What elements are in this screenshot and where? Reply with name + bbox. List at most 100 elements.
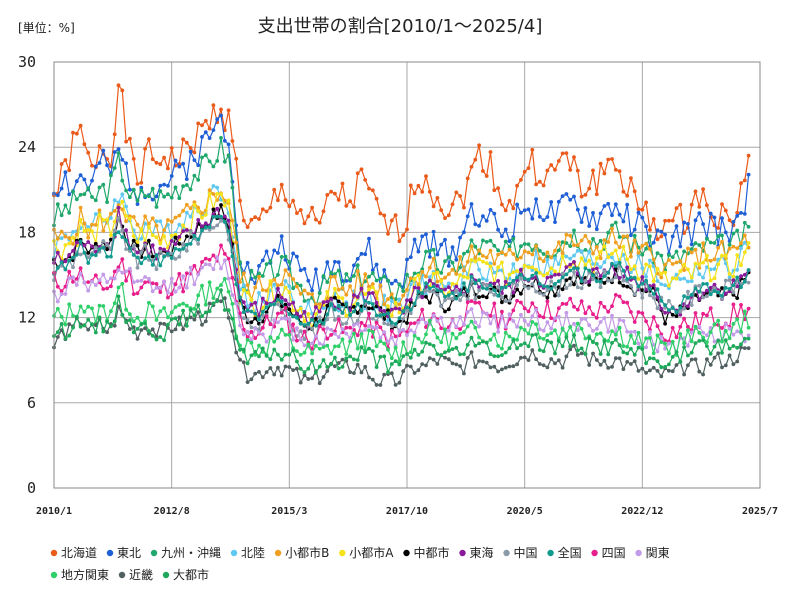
series-point (196, 178, 201, 182)
series-point (105, 217, 109, 222)
series-point (537, 248, 542, 253)
series-point (389, 362, 394, 366)
series-point (112, 228, 117, 233)
series-point (629, 330, 633, 335)
series-point (537, 327, 542, 332)
series-point (644, 224, 648, 229)
series-point (526, 207, 531, 212)
series-point (526, 309, 531, 314)
series-point (336, 361, 341, 365)
series-point (173, 158, 178, 163)
series-point (507, 364, 512, 369)
series-point (321, 321, 326, 326)
series-point (583, 317, 588, 321)
series-point (234, 156, 239, 161)
series-point (659, 271, 664, 276)
series-point (545, 320, 550, 325)
series-point (723, 253, 728, 258)
series-point (667, 308, 671, 312)
series-point (640, 281, 645, 286)
series-point (720, 326, 724, 330)
series-point (481, 254, 485, 258)
series-point (746, 153, 751, 158)
series-point (86, 225, 91, 230)
series-point (359, 370, 364, 375)
series-point (359, 345, 364, 350)
series-point (606, 309, 611, 314)
series-point (481, 339, 485, 344)
series-point (283, 279, 288, 283)
series-point (420, 362, 425, 366)
series-point (105, 247, 109, 252)
series-point (663, 303, 667, 307)
series-point (644, 278, 648, 283)
series-point (613, 167, 618, 172)
series-point (355, 257, 360, 261)
legend-label: 関東 (646, 546, 670, 560)
series-point (154, 267, 159, 272)
series-point (708, 240, 713, 245)
series-point (93, 212, 98, 216)
series-point (116, 265, 121, 270)
series-point (484, 283, 489, 288)
series-point (655, 333, 660, 338)
series-point (135, 291, 140, 296)
series-point (553, 351, 557, 356)
series-point (454, 257, 459, 262)
series-point (374, 313, 379, 318)
series-point (162, 228, 167, 233)
series-point (496, 186, 500, 191)
series-point (63, 322, 68, 327)
series-point (340, 327, 345, 331)
series-point (219, 203, 223, 207)
series-point (617, 343, 622, 348)
series-point (120, 235, 125, 240)
series-point (560, 301, 565, 306)
series-point (503, 350, 508, 355)
series-北海道 (52, 83, 751, 244)
series-point (655, 251, 660, 256)
series-point (116, 294, 121, 299)
series-point (530, 333, 535, 337)
series-point (196, 163, 201, 168)
series-point (241, 271, 246, 276)
series-point (147, 194, 151, 199)
series-point (450, 267, 455, 272)
series-point (484, 360, 489, 365)
series-point (306, 366, 311, 371)
series-point (617, 235, 622, 239)
series-point (465, 249, 470, 254)
series-point (181, 184, 186, 189)
series-point (143, 280, 148, 285)
series-point (177, 222, 182, 227)
series-point (257, 327, 261, 331)
series-point (298, 208, 303, 212)
series-point (663, 346, 667, 351)
series-point (450, 291, 455, 295)
series-point (500, 295, 504, 300)
series-point (264, 314, 269, 319)
series-point (116, 200, 121, 205)
series-point (606, 352, 611, 357)
x-tick-label: 2012/8 (154, 506, 190, 517)
series-point (564, 265, 569, 269)
series-point (314, 302, 318, 307)
series-point (727, 336, 732, 341)
series-point (405, 288, 409, 292)
series-point (742, 212, 747, 216)
series-point (617, 260, 622, 265)
series-point (534, 244, 538, 248)
series-point (367, 287, 371, 292)
series-point (101, 239, 106, 243)
series-point (105, 286, 109, 291)
series-point (370, 271, 375, 275)
series-point (602, 339, 607, 344)
series-point (667, 298, 671, 303)
series-point (363, 328, 368, 332)
series-point (325, 317, 330, 322)
series-point (386, 232, 390, 236)
series-point (200, 211, 204, 216)
legend-item: 地方関東 (50, 567, 109, 582)
series-point (177, 254, 182, 259)
series-point (693, 241, 698, 246)
